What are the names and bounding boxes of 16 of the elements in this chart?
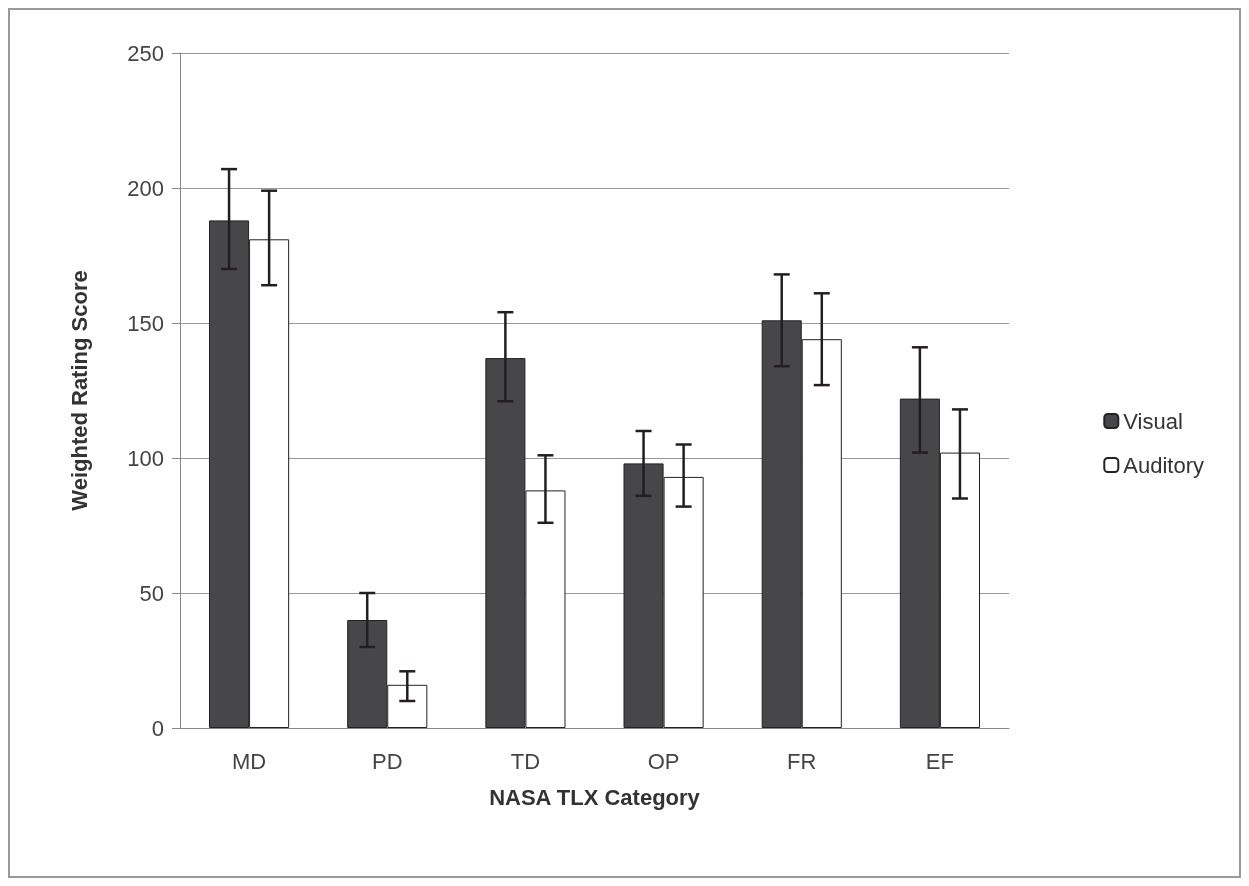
y-tick-label: 150 bbox=[127, 310, 164, 336]
y-tick-label: 0 bbox=[151, 715, 164, 741]
x-tick-label: OP bbox=[647, 748, 680, 774]
y-tick-label: 200 bbox=[127, 175, 164, 201]
y-tick-label: 50 bbox=[139, 580, 164, 606]
x-tick-label: FR bbox=[787, 748, 817, 774]
y-tick-label: 250 bbox=[127, 40, 164, 66]
x-tick-label: TD bbox=[510, 748, 541, 774]
x-axis-title: NASA TLX Category bbox=[489, 784, 701, 810]
y-axis-title: Weighted Rating Score bbox=[66, 270, 92, 511]
legend-label: Visual bbox=[1123, 408, 1183, 434]
legend-label: Auditory bbox=[1123, 452, 1205, 478]
x-tick-label: EF bbox=[925, 748, 954, 774]
x-tick-label: PD bbox=[371, 748, 403, 774]
y-tick-label: 100 bbox=[127, 445, 164, 471]
x-tick-label: MD bbox=[231, 748, 267, 774]
